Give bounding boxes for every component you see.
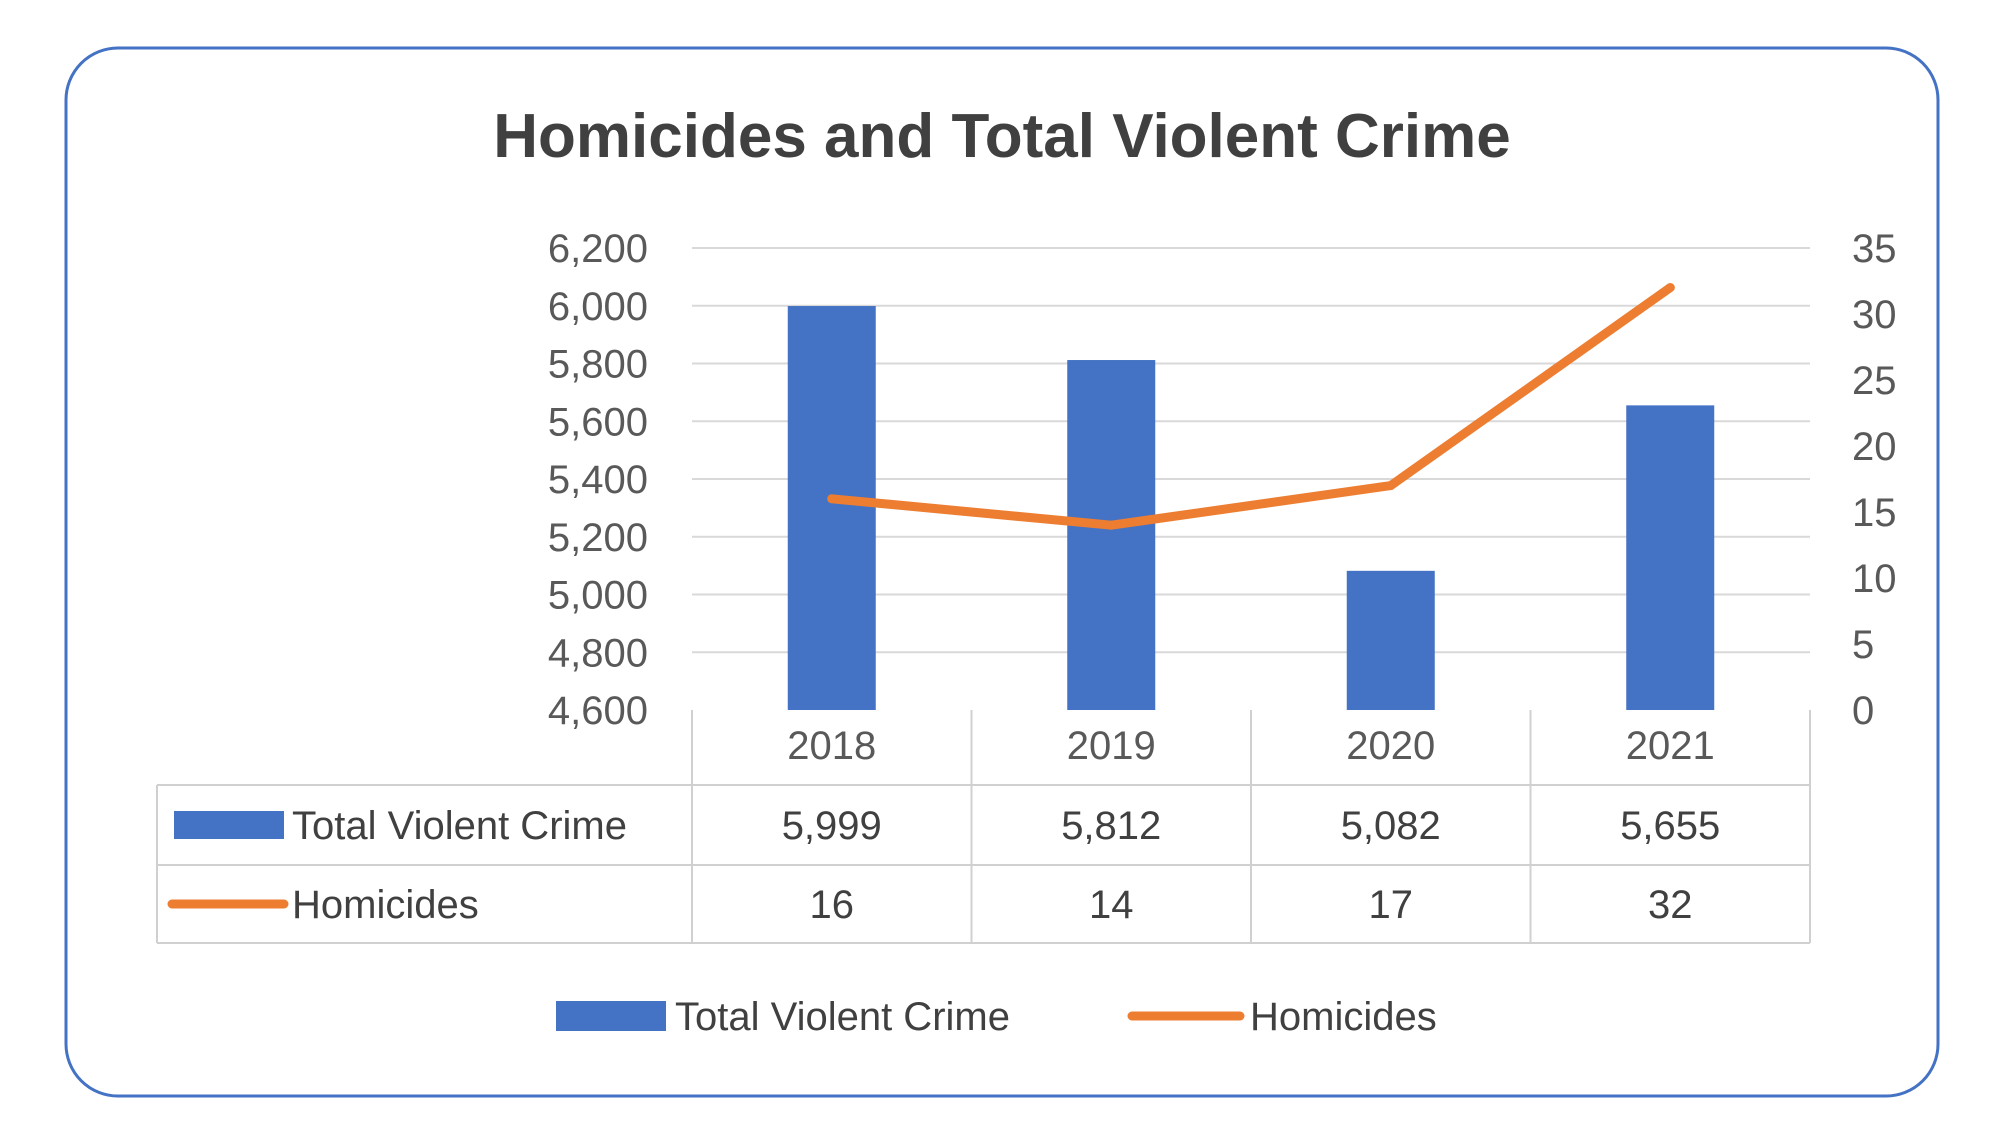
legend-label: Homicides <box>1250 995 1437 1039</box>
homicides-point-2018 <box>827 494 837 504</box>
y-left-tick-label: 4,600 <box>548 689 648 733</box>
right-axis: 0 5 10 15 20 25 30 35 <box>1852 227 1897 733</box>
y-left-tick-label: 5,200 <box>548 516 648 560</box>
line-series <box>827 283 1675 530</box>
y-right-tick-label: 10 <box>1852 557 1897 601</box>
y-left-tick-label: 5,600 <box>548 400 648 444</box>
legend-key-total-violent-crime <box>556 1001 666 1031</box>
left-axis: 4,600 4,800 5,000 5,200 5,400 5,600 5,800 6,000… <box>548 227 648 733</box>
table-value: 5,655 <box>1620 804 1720 848</box>
chart-frame <box>64 46 1940 1098</box>
y-left-tick-label: 4,800 <box>548 631 648 675</box>
table-row-label: Homicides <box>292 883 479 927</box>
y-right-tick-label: 30 <box>1852 293 1897 337</box>
table-row-label: Total Violent Crime <box>292 804 627 848</box>
legend: Total Violent Crime Homicides <box>556 995 1437 1039</box>
data-table: 2018 2019 2020 2021 Total Violent Crime Homic… <box>156 710 1811 944</box>
homicides-point-2020 <box>1386 481 1396 491</box>
category-label: 2019 <box>1067 724 1156 768</box>
gridlines <box>692 247 1810 654</box>
homicides-point-2021 <box>1665 283 1675 293</box>
table-value: 5,082 <box>1341 804 1441 848</box>
y-left-tick-label: 5,800 <box>548 343 648 387</box>
bar-2019 <box>1067 360 1156 710</box>
y-left-tick-label: 6,200 <box>548 227 648 271</box>
category-label: 2018 <box>787 724 876 768</box>
bar-2021 <box>1626 405 1715 710</box>
table-value: 14 <box>1089 883 1134 927</box>
y-right-tick-label: 5 <box>1852 623 1874 667</box>
table-value: 17 <box>1369 883 1414 927</box>
homicides-point-2019 <box>1106 520 1116 530</box>
y-right-tick-label: 35 <box>1852 227 1897 271</box>
table-value: 16 <box>810 883 855 927</box>
table-value: 5,999 <box>782 804 882 848</box>
table-value: 32 <box>1648 883 1693 927</box>
chart-title: Homicides and Total Violent Crime <box>493 102 1510 171</box>
category-label: 2021 <box>1626 724 1715 768</box>
homicides-line <box>827 283 1675 530</box>
y-left-tick-label: 5,000 <box>548 574 648 618</box>
y-right-tick-label: 0 <box>1852 689 1874 733</box>
y-left-tick-label: 6,000 <box>548 285 648 329</box>
table-value: 5,812 <box>1061 804 1161 848</box>
legend-label: Total Violent Crime <box>675 995 1010 1039</box>
bar-2018 <box>787 306 876 710</box>
category-label: 2020 <box>1346 724 1435 768</box>
y-right-tick-label: 25 <box>1852 359 1897 403</box>
y-right-tick-label: 20 <box>1852 425 1897 469</box>
bar-2020 <box>1346 570 1435 710</box>
table-key-total-violent-crime <box>174 811 284 839</box>
bar-series <box>787 306 1715 710</box>
y-right-tick-label: 15 <box>1852 491 1897 535</box>
y-left-tick-label: 5,400 <box>548 458 648 502</box>
